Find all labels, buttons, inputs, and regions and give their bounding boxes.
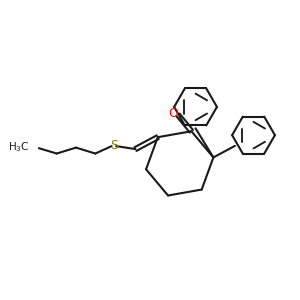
Text: H$_3$C: H$_3$C <box>8 140 30 154</box>
Text: S: S <box>110 139 118 152</box>
Text: O: O <box>169 107 178 120</box>
